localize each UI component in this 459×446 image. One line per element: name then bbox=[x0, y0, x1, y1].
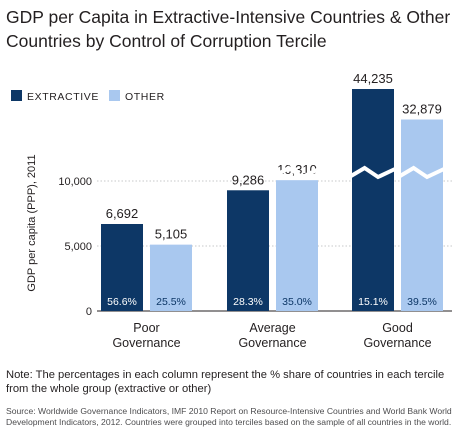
bar bbox=[101, 224, 143, 311]
y-tick-label: 0 bbox=[86, 306, 92, 318]
bar-share-label: 35.0% bbox=[282, 296, 312, 308]
bar bbox=[352, 89, 394, 311]
x-category-label: Governance bbox=[363, 336, 431, 350]
legend-swatch bbox=[109, 90, 120, 101]
chart-note: Note: The percentages in each column rep… bbox=[6, 369, 445, 395]
bar bbox=[401, 119, 443, 311]
y-axis-title: GDP per capita (PPP), 2011 bbox=[26, 154, 38, 291]
chart-source: Source: Worldwide Governance Indicators,… bbox=[6, 406, 452, 427]
legend-swatch bbox=[11, 90, 22, 101]
bar-value-label: 9,286 bbox=[232, 172, 265, 187]
bar-share-label: 25.5% bbox=[156, 296, 186, 308]
bar-value-label: 6,692 bbox=[106, 206, 139, 221]
bar-value-label: 5,105 bbox=[155, 227, 188, 242]
bar-share-label: 56.6% bbox=[107, 296, 137, 308]
bar-value-label: 32,879 bbox=[402, 102, 442, 117]
y-tick-label: 5,000 bbox=[64, 241, 92, 253]
chart-title: GDP per Capita in Extractive-Intensive C… bbox=[6, 7, 451, 51]
x-category-label: Governance bbox=[238, 336, 306, 350]
bar-share-label: 28.3% bbox=[233, 296, 263, 308]
bar-share-label: 39.5% bbox=[407, 296, 437, 308]
bar-value-label: 44,235 bbox=[353, 71, 393, 86]
axis-break-mark bbox=[273, 165, 320, 180]
x-category-label: Poor bbox=[133, 321, 159, 335]
axis-break-mark bbox=[349, 165, 396, 180]
bar-share-label: 15.1% bbox=[358, 296, 388, 308]
bar bbox=[150, 244, 192, 311]
y-tick-label: 10,000 bbox=[58, 176, 92, 188]
x-category-label: Governance bbox=[112, 336, 180, 350]
bar bbox=[227, 190, 269, 311]
axis-break-mark bbox=[398, 165, 445, 180]
legend-label: OTHER bbox=[125, 91, 165, 103]
x-category-label: Average bbox=[249, 321, 295, 335]
legend-label: EXTRACTIVE bbox=[27, 91, 99, 103]
x-category-label: Good bbox=[382, 321, 413, 335]
bar bbox=[276, 180, 318, 311]
